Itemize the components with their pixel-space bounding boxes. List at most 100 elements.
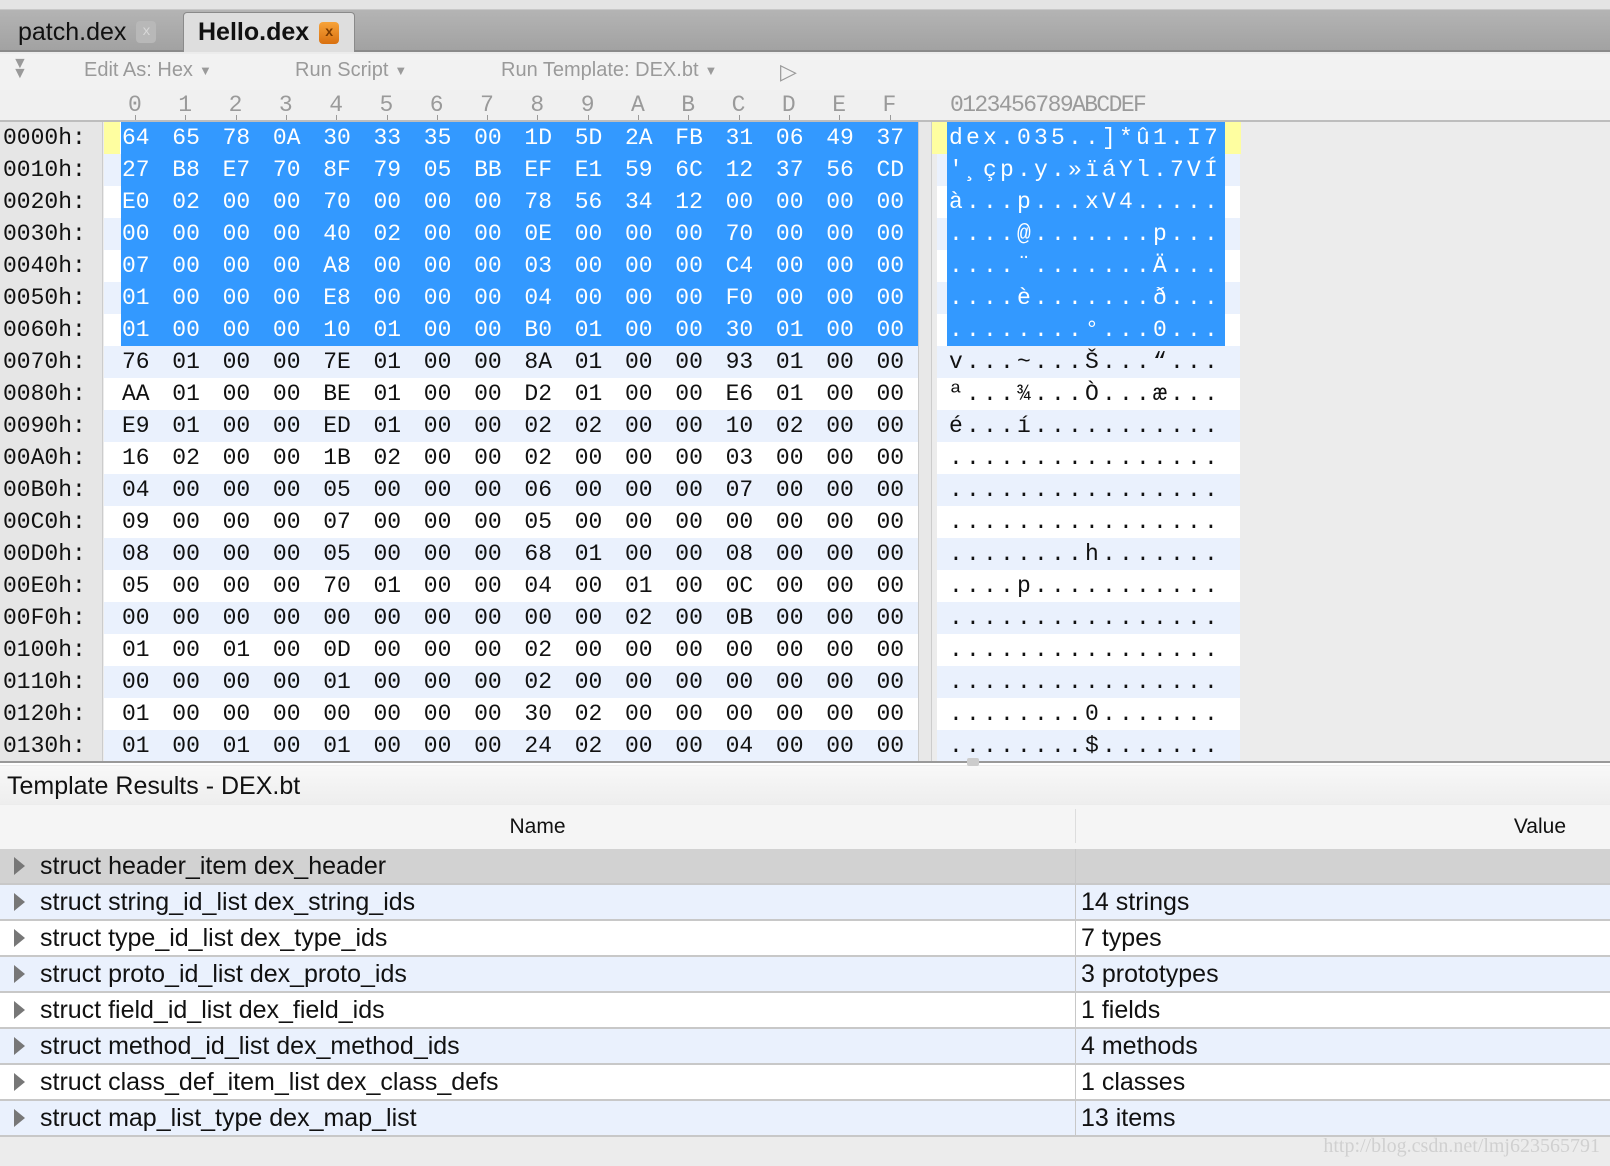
ascii-text[interactable]: ................: [949, 605, 1222, 631]
hex-byte[interactable]: 35: [423, 125, 452, 151]
hex-byte[interactable]: 00: [625, 413, 653, 439]
hex-byte[interactable]: 07: [122, 253, 150, 279]
hex-byte[interactable]: 02: [172, 189, 200, 215]
hex-byte[interactable]: 00: [222, 605, 251, 631]
hex-byte[interactable]: 68: [524, 541, 552, 567]
hex-byte[interactable]: 00: [423, 701, 452, 727]
template-row[interactable]: struct field_id_list dex_field_ids 1 fiel…: [0, 993, 1610, 1029]
hex-byte[interactable]: ED: [323, 413, 351, 439]
hex-byte[interactable]: 00: [474, 477, 502, 503]
hex-byte[interactable]: 00: [625, 445, 653, 471]
hex-byte[interactable]: 00: [675, 509, 703, 535]
hex-byte[interactable]: 00: [826, 349, 854, 375]
hex-byte[interactable]: 00: [423, 477, 452, 503]
play-icon[interactable]: ▷: [780, 59, 797, 84]
hex-byte[interactable]: 00: [172, 253, 200, 279]
hex-byte[interactable]: 00: [876, 445, 905, 471]
hex-byte[interactable]: 05: [524, 509, 552, 535]
hex-byte[interactable]: 00: [826, 733, 854, 759]
hex-byte[interactable]: 00: [474, 349, 502, 375]
hex-byte[interactable]: 10: [725, 413, 754, 439]
hex-byte[interactable]: 7E: [323, 349, 351, 375]
hex-byte[interactable]: 00: [172, 637, 200, 663]
hex-byte[interactable]: 24: [524, 733, 552, 759]
template-row[interactable]: struct method_id_list dex_method_ids 4 me…: [0, 1029, 1610, 1065]
hex-byte[interactable]: 31: [725, 125, 754, 151]
hex-byte[interactable]: 00: [172, 477, 200, 503]
hex-byte[interactable]: 00: [423, 413, 452, 439]
horizontal-scrollbar[interactable]: [967, 758, 979, 766]
expand-triangle-icon[interactable]: [14, 893, 25, 911]
ascii-text[interactable]: ................: [949, 445, 1222, 471]
hex-byte[interactable]: 00: [675, 317, 703, 343]
hex-byte[interactable]: 04: [725, 733, 754, 759]
hex-byte[interactable]: 65: [172, 125, 200, 151]
hex-byte[interactable]: 56: [826, 157, 854, 183]
template-row[interactable]: struct header_item dex_header: [0, 849, 1610, 885]
hex-byte[interactable]: 00: [876, 573, 905, 599]
hex-byte[interactable]: 00: [675, 445, 703, 471]
hex-byte[interactable]: 49: [826, 125, 854, 151]
hex-byte[interactable]: 00: [675, 541, 703, 567]
hex-byte[interactable]: 00: [474, 605, 502, 631]
hex-byte[interactable]: 00: [675, 733, 703, 759]
ascii-text[interactable]: é...í...........: [949, 413, 1222, 439]
hex-byte[interactable]: 00: [876, 413, 905, 439]
hex-byte[interactable]: 00: [373, 637, 402, 663]
hex-byte[interactable]: 79: [373, 157, 402, 183]
hex-byte[interactable]: B0: [524, 317, 552, 343]
hex-byte[interactable]: 00: [172, 541, 200, 567]
hex-byte[interactable]: 00: [272, 349, 301, 375]
hex-byte[interactable]: 06: [775, 125, 804, 151]
hex-byte[interactable]: 00: [574, 477, 603, 503]
column-name-header[interactable]: Name: [509, 815, 566, 838]
hex-byte[interactable]: 00: [725, 509, 754, 535]
hex-byte[interactable]: 02: [524, 669, 552, 695]
hex-byte[interactable]: 00: [272, 509, 301, 535]
hex-byte[interactable]: 00: [775, 669, 804, 695]
hex-byte[interactable]: 00: [625, 477, 653, 503]
hex-byte[interactable]: 05: [323, 477, 351, 503]
hex-byte[interactable]: 00: [675, 349, 703, 375]
hex-byte[interactable]: 00: [172, 701, 200, 727]
run-template-dropdown[interactable]: Run Template: DEX.bt ▼: [501, 59, 717, 82]
ascii-text[interactable]: v...~...Š...“...: [949, 349, 1222, 375]
hex-byte[interactable]: 03: [524, 253, 552, 279]
hex-byte[interactable]: 00: [474, 221, 502, 247]
hex-byte[interactable]: 00: [574, 605, 603, 631]
hex-byte[interactable]: 00: [474, 701, 502, 727]
hex-byte[interactable]: 70: [272, 157, 301, 183]
hex-byte[interactable]: 01: [775, 381, 804, 407]
template-row[interactable]: struct proto_id_list dex_proto_ids 3 prot…: [0, 957, 1610, 993]
hex-byte[interactable]: 00: [675, 381, 703, 407]
hex-byte[interactable]: 00: [172, 573, 200, 599]
hex-byte[interactable]: 00: [876, 701, 905, 727]
hex-byte[interactable]: 00: [272, 605, 301, 631]
hex-byte[interactable]: 01: [625, 573, 653, 599]
hex-byte[interactable]: 03: [725, 445, 754, 471]
ascii-text[interactable]: à...p...xV4.....: [949, 189, 1222, 215]
hex-byte[interactable]: 01: [122, 317, 150, 343]
ascii-text[interactable]: ................: [949, 669, 1222, 695]
hex-byte[interactable]: 93: [725, 349, 754, 375]
hex-byte[interactable]: 00: [675, 573, 703, 599]
hex-byte[interactable]: 01: [222, 637, 251, 663]
hex-byte[interactable]: 00: [423, 221, 452, 247]
hex-byte[interactable]: 02: [524, 445, 552, 471]
ascii-text[interactable]: ....è.......ð...: [949, 285, 1222, 311]
hex-byte[interactable]: 00: [172, 669, 200, 695]
hex-byte[interactable]: 00: [423, 285, 452, 311]
hex-byte[interactable]: 00: [826, 541, 854, 567]
hex-byte[interactable]: 30: [323, 125, 351, 151]
hex-byte[interactable]: 00: [474, 253, 502, 279]
hex-byte[interactable]: 00: [775, 605, 804, 631]
hex-byte[interactable]: 34: [625, 189, 653, 215]
hex-byte[interactable]: 00: [272, 413, 301, 439]
hex-byte[interactable]: 00: [876, 541, 905, 567]
hex-byte[interactable]: 00: [222, 669, 251, 695]
hex-byte[interactable]: 00: [272, 381, 301, 407]
hex-byte[interactable]: 00: [423, 317, 452, 343]
ascii-text[interactable]: '¸çp.y.»ïáYl.7VÍ: [949, 157, 1222, 183]
collapse-toolbar-icon[interactable]: ▼ ▼: [12, 55, 28, 82]
hex-byte[interactable]: 00: [423, 189, 452, 215]
